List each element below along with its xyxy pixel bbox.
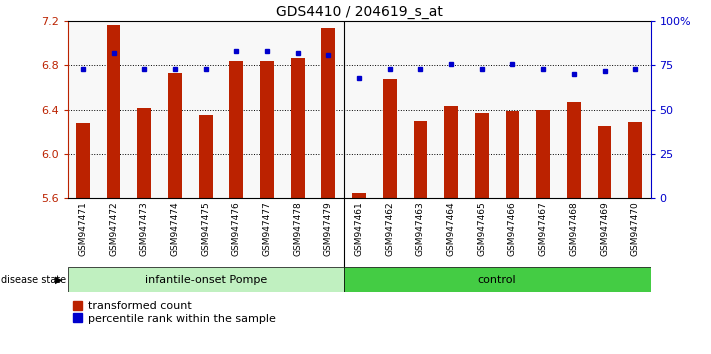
- Text: GSM947466: GSM947466: [508, 202, 517, 256]
- Text: GSM947477: GSM947477: [262, 202, 272, 256]
- Bar: [536, 110, 550, 198]
- Text: GSM947462: GSM947462: [385, 202, 394, 256]
- Text: control: control: [478, 275, 516, 285]
- Bar: [475, 113, 488, 198]
- Text: GSM947475: GSM947475: [201, 202, 210, 256]
- Bar: [107, 24, 120, 198]
- Bar: [137, 108, 151, 198]
- FancyBboxPatch shape: [343, 267, 651, 292]
- Text: GSM947469: GSM947469: [600, 202, 609, 256]
- Bar: [230, 61, 243, 198]
- Text: GSM947471: GSM947471: [78, 202, 87, 256]
- Bar: [567, 102, 581, 198]
- Bar: [260, 61, 274, 198]
- Text: GSM947464: GSM947464: [447, 202, 456, 256]
- Bar: [598, 126, 611, 198]
- Text: GSM947478: GSM947478: [293, 202, 302, 256]
- Bar: [444, 107, 458, 198]
- Text: disease state: disease state: [1, 275, 67, 285]
- Text: GSM947474: GSM947474: [171, 202, 179, 256]
- Bar: [321, 28, 336, 198]
- Text: GSM947476: GSM947476: [232, 202, 241, 256]
- Text: infantile-onset Pompe: infantile-onset Pompe: [144, 275, 267, 285]
- Text: GSM947473: GSM947473: [140, 202, 149, 256]
- Text: ▶: ▶: [55, 275, 63, 285]
- Text: GSM947463: GSM947463: [416, 202, 425, 256]
- Text: GSM947467: GSM947467: [539, 202, 547, 256]
- Bar: [199, 115, 213, 198]
- Bar: [414, 121, 427, 198]
- Text: GSM947470: GSM947470: [631, 202, 640, 256]
- FancyBboxPatch shape: [68, 267, 343, 292]
- Title: GDS4410 / 204619_s_at: GDS4410 / 204619_s_at: [276, 5, 442, 19]
- Text: GSM947468: GSM947468: [570, 202, 578, 256]
- Text: GSM947479: GSM947479: [324, 202, 333, 256]
- Text: GSM947461: GSM947461: [355, 202, 363, 256]
- Text: GSM947465: GSM947465: [477, 202, 486, 256]
- Bar: [352, 193, 366, 198]
- Bar: [168, 73, 182, 198]
- Bar: [76, 123, 90, 198]
- Text: GSM947472: GSM947472: [109, 202, 118, 256]
- Bar: [629, 122, 642, 198]
- Bar: [383, 79, 397, 198]
- Legend: transformed count, percentile rank within the sample: transformed count, percentile rank withi…: [73, 301, 275, 324]
- Bar: [506, 111, 520, 198]
- Bar: [291, 58, 304, 198]
